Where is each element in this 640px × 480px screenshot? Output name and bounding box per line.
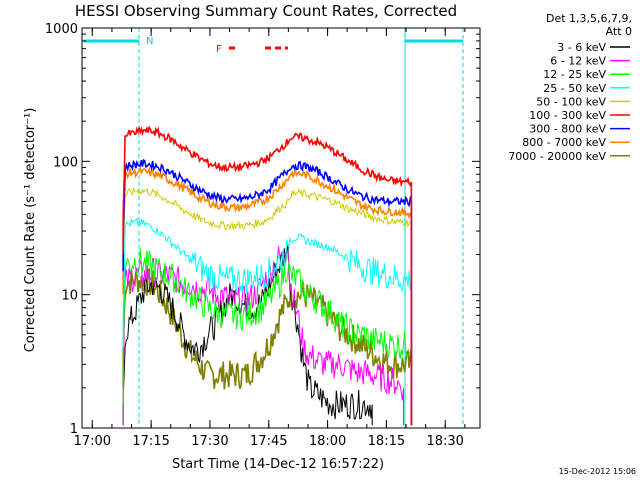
x-tick-label: 18:00 [309, 434, 346, 449]
legend-label: 300 - 800 keV [529, 123, 606, 136]
axis-ticks: 17:00 17:15 17:30 17:45 18:00 18:15 18:30 1 10 10… [45, 22, 480, 449]
flare-marker: F [216, 44, 222, 55]
x-tick-label: 17:45 [250, 434, 287, 449]
legend-label: 7000 - 20000 keV [508, 150, 606, 163]
legend-label: 100 - 300 keV [529, 109, 606, 122]
legend-label: 6 - 12 keV [550, 55, 606, 68]
series-line-6 [122, 125, 413, 426]
legend-label: 3 - 6 keV [557, 41, 606, 54]
legend-label: 50 - 100 keV [536, 95, 606, 108]
series-line-3 [122, 248, 412, 426]
series-line-2 [122, 246, 404, 426]
series-line-4 [122, 217, 412, 426]
x-tick-label: 17:00 [74, 434, 111, 449]
y-tick-label: 10 [61, 289, 78, 304]
x-tick-label: 18:30 [426, 434, 463, 449]
observing-status-overlay [84, 28, 464, 428]
x-tick-label: 18:15 [368, 434, 405, 449]
y-tick-label: 100 [53, 155, 78, 170]
x-tick-label: 17:30 [191, 434, 228, 449]
legend-header-line-2: Att 0 [606, 25, 632, 38]
x-tick-label: 17:15 [132, 434, 169, 449]
night-marker: N [146, 36, 153, 47]
legend-label: 800 - 7000 keV [522, 136, 606, 149]
legend-header-line-1: Det 1,3,5,6,7,9, [546, 12, 632, 25]
series-line-5 [122, 187, 412, 426]
y-axis-label: Corrected Count Rate (s⁻¹ detector⁻¹) [23, 108, 38, 353]
series-line-8 [122, 166, 413, 426]
legend-label: 12 - 25 keV [543, 68, 606, 81]
y-tick-label: 1000 [45, 22, 78, 37]
x-axis-label: Start Time (14-Dec-12 16:57:22) [172, 457, 384, 472]
footer-timestamp: 15-Dec-2012 15:06 [559, 467, 636, 476]
y-tick-label: 1 [70, 422, 78, 437]
legend-label: 25 - 50 keV [543, 82, 606, 95]
series-line-9 [122, 267, 413, 426]
chart-title: HESSI Observing Summary Count Rates, Cor… [75, 2, 457, 20]
series-group [122, 125, 413, 426]
series-line-7 [122, 158, 413, 426]
plot-frame [81, 27, 481, 429]
